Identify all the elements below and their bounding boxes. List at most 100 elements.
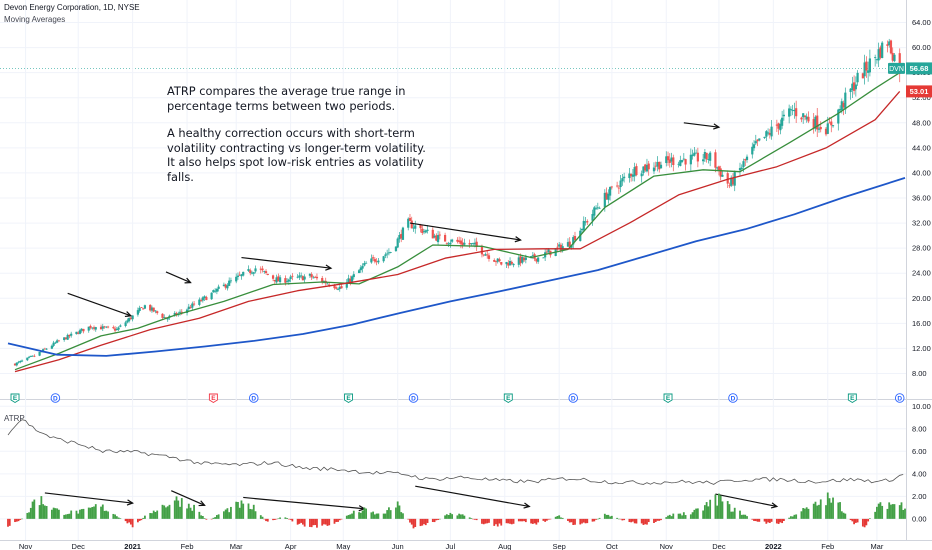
atrp-histogram-bar [644, 518, 647, 525]
candle-body [628, 173, 631, 179]
atrp-histogram-bar [818, 504, 820, 519]
atrp-histogram-bar [129, 518, 132, 525]
atrp-histogram-bar [581, 518, 583, 524]
time-axis[interactable]: Nov Dec 2021 Feb Mar Apr May Jun Jul Aug Sep Oct Nov… [19, 542, 884, 550]
candle-body [198, 299, 201, 305]
atrp-histogram-bar [670, 516, 673, 519]
candle-body [800, 117, 803, 120]
time-tick-label: Oct [606, 542, 619, 550]
atrp-histogram-bar [309, 518, 311, 527]
candle-body [80, 328, 83, 331]
price-tick-label: 16.00 [912, 319, 931, 328]
candle-body [414, 225, 417, 229]
candle-body [394, 246, 398, 251]
atrp-histogram-bar [498, 518, 501, 524]
candle-body [173, 312, 176, 316]
trend-arrow-head-icon [523, 502, 531, 509]
ma-price-label: 53.01 [910, 87, 929, 96]
candle-body [756, 139, 759, 142]
candle-body [473, 242, 477, 245]
candle-body [115, 329, 118, 331]
candle-body [236, 275, 240, 277]
earnings-marker-label: E [666, 395, 671, 402]
atrp-histogram-bar [179, 506, 181, 519]
candle-body [29, 356, 32, 357]
atrp-histogram-bar [558, 515, 561, 519]
candle-body [298, 275, 301, 278]
atrp-histogram-bar [396, 501, 399, 519]
atrp-histogram-bar [560, 517, 562, 519]
candle-body [642, 166, 645, 173]
candle-body [621, 178, 624, 182]
atrp-histogram-bar [530, 518, 533, 524]
atrp-histogram-bar [66, 514, 69, 519]
candle-body [745, 156, 749, 160]
atrp-histogram-bar [177, 500, 180, 519]
time-tick-label: Jul [446, 542, 456, 550]
atrp-histogram-bar [654, 518, 657, 522]
atrp-histogram-bar [718, 493, 720, 519]
candle-body [461, 242, 464, 246]
candle-body [828, 122, 831, 124]
candle-body [582, 220, 585, 231]
atrp-histogram-bar [570, 518, 573, 523]
atrp-histogram-bar [517, 518, 520, 522]
atrp-histogram-bar [535, 518, 538, 525]
atrp-axis[interactable]: 10.00 8.00 6.00 4.00 2.00 0.00 [912, 402, 931, 524]
atrp-histogram-bar [567, 518, 569, 521]
atrp-histogram-bar [445, 514, 448, 519]
candle-body [63, 337, 66, 341]
price-tick-label: 60.00 [912, 43, 931, 52]
atrp-histogram-bar [812, 503, 815, 519]
atrp-histogram-bar [691, 512, 694, 519]
candle-body [765, 131, 768, 137]
ma-price-badge [906, 85, 932, 98]
candle-body [238, 274, 241, 276]
atrp-histogram-bar [790, 516, 792, 519]
atrp-histogram-bar [168, 504, 171, 519]
candle-body [691, 154, 694, 157]
candle-body [119, 325, 122, 327]
dividend-marker-icon [408, 393, 419, 403]
candle-body [422, 231, 426, 233]
candle-body [826, 123, 829, 134]
atrp-histogram-bar [238, 507, 241, 519]
candle-body [26, 357, 29, 361]
candle-body [684, 159, 687, 165]
price-axis[interactable]: 64.0060.0056.0052.0048.0044.0040.0036.00… [912, 18, 931, 378]
candle-body [214, 290, 217, 292]
atrp-histogram-bar [579, 518, 582, 525]
price-tick-label: 28.00 [912, 244, 931, 253]
atrp-histogram-bar [117, 517, 120, 519]
atrp-histogram-bar [140, 518, 143, 521]
atrp-histogram-bar [31, 501, 34, 519]
candle-body [470, 243, 473, 245]
earnings-marker-label: E [13, 395, 18, 402]
candle-body [180, 311, 183, 313]
atrp-histogram-bar [389, 510, 392, 519]
candle-body [27, 356, 31, 358]
atrp-histogram-bar [154, 512, 157, 519]
atrp-histogram-bar [853, 518, 855, 525]
atrp-histogram-bar [33, 499, 36, 519]
time-tick-label: 2022 [765, 542, 782, 550]
candle-body [136, 310, 139, 315]
candle-body [472, 242, 475, 244]
candle-body [94, 327, 97, 330]
candle-body [210, 292, 213, 300]
candle-body [851, 83, 854, 90]
candle-body [594, 208, 598, 210]
atrp-histogram-bar [359, 512, 362, 519]
atrp-histogram-bar [338, 518, 341, 521]
candle-body [596, 207, 599, 209]
atrp-histogram-bar [716, 505, 719, 519]
atrp-histogram-bar [684, 515, 687, 519]
atrp-histogram-bar [58, 509, 60, 519]
atrp-histogram-bar [770, 518, 773, 522]
atrp-histogram-bar [568, 518, 571, 523]
atrp-histogram-bar [370, 512, 373, 519]
candle-body [505, 262, 508, 265]
candle-body [842, 102, 845, 108]
